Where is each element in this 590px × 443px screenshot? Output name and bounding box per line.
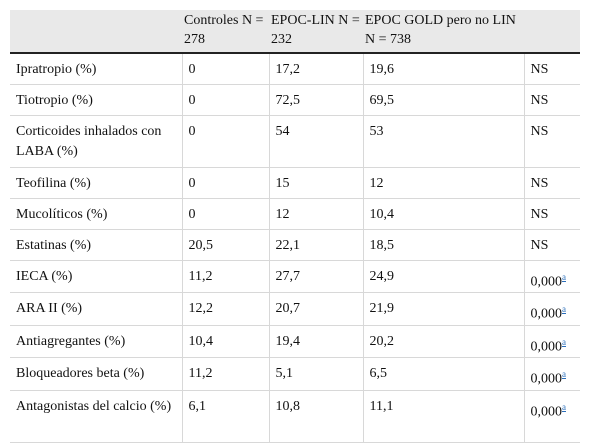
p-value-text: NS: [530, 123, 549, 139]
p-value-text: 0,000: [530, 339, 563, 355]
cell-epoc-lin: 5,1: [269, 357, 364, 392]
cell-p-value: NS: [524, 229, 580, 261]
cell-epoc-lin: 19,4: [269, 325, 364, 359]
p-value-text: 0,000: [530, 404, 563, 420]
table-row: Bloqueadores beta (%) 11,2 5,1 6,5 0,000a: [10, 357, 580, 392]
table-row: Antagonistas del calcio (%) 6,1 10,8 11,1 0,…: [10, 390, 580, 443]
cell-p-value: 0,000a: [524, 325, 580, 359]
cell-epoc-gold: 20,2: [363, 325, 525, 359]
cell-controles: 0: [182, 167, 270, 199]
cell-epoc-gold: 18,5: [363, 229, 525, 261]
p-value-text: 0,000: [530, 306, 563, 322]
p-value-text: NS: [530, 92, 549, 108]
row-label: Ipratropio (%): [10, 53, 183, 85]
cell-epoc-lin: 17,2: [269, 53, 364, 85]
cell-epoc-lin: 10,8: [269, 390, 364, 443]
cell-epoc-gold: 53: [363, 115, 525, 168]
cell-p-value: NS: [524, 53, 580, 85]
p-value-text: NS: [530, 175, 549, 191]
cell-epoc-gold: 69,5: [363, 84, 525, 116]
row-label: Teofilina (%): [10, 167, 183, 199]
footnote-link[interactable]: a: [562, 271, 566, 282]
cell-controles: 12,2: [182, 292, 270, 326]
table-row: Ipratropio (%) 0 17,2 19,6 NS: [10, 53, 580, 85]
cell-p-value: 0,000a: [524, 357, 580, 392]
cell-p-value: NS: [524, 84, 580, 116]
cell-controles: 0: [182, 198, 270, 230]
table-body: Ipratropio (%) 0 17,2 19,6 NS Tiotropio (%) 0 7…: [10, 53, 580, 443]
cell-epoc-gold: 21,9: [363, 292, 525, 326]
header-p: [524, 10, 580, 53]
cell-epoc-gold: 11,1: [363, 390, 525, 443]
cell-p-value: NS: [524, 198, 580, 230]
cell-epoc-gold: 12: [363, 167, 525, 199]
cell-epoc-lin: 27,7: [269, 260, 364, 294]
cell-p-value: 0,000a: [524, 260, 580, 294]
cell-epoc-lin: 20,7: [269, 292, 364, 326]
table-row: IECA (%) 11,2 27,7 24,9 0,000a: [10, 260, 580, 294]
cell-controles: 0: [182, 84, 270, 116]
medication-table: Controles N = 278 EPOC-LIN N = 232 EPOC …: [10, 10, 580, 443]
cell-epoc-gold: 19,6: [363, 53, 525, 85]
p-value-text: NS: [530, 237, 549, 253]
footnote-link[interactable]: a: [562, 369, 566, 380]
row-label: Bloqueadores beta (%): [10, 357, 183, 392]
cell-controles: 10,4: [182, 325, 270, 359]
row-label: Mucolíticos (%): [10, 198, 183, 230]
header-epoc-lin: EPOC-LIN N = 232: [269, 10, 363, 53]
cell-controles: 11,2: [182, 357, 270, 392]
cell-epoc-gold: 6,5: [363, 357, 525, 392]
row-label: ARA II (%): [10, 292, 183, 326]
cell-controles: 6,1: [182, 390, 270, 443]
table-header-row: Controles N = 278 EPOC-LIN N = 232 EPOC …: [10, 10, 580, 53]
cell-p-value: NS: [524, 115, 580, 168]
table-row: Antiagregantes (%) 10,4 19,4 20,2 0,000a: [10, 325, 580, 359]
cell-epoc-lin: 22,1: [269, 229, 364, 261]
row-label: Estatinas (%): [10, 229, 183, 261]
header-empty: [10, 10, 182, 53]
p-value-text: 0,000: [530, 274, 563, 290]
row-label: Antiagregantes (%): [10, 325, 183, 359]
cell-epoc-lin: 15: [269, 167, 364, 199]
row-label: IECA (%): [10, 260, 183, 294]
table-row: Mucolíticos (%) 0 12 10,4 NS: [10, 198, 580, 230]
cell-p-value: 0,000a: [524, 390, 580, 443]
table-row: ARA II (%) 12,2 20,7 21,9 0,000a: [10, 292, 580, 326]
header-controles: Controles N = 278: [182, 10, 269, 53]
table-row: Tiotropio (%) 0 72,5 69,5 NS: [10, 84, 580, 116]
cell-controles: 0: [182, 53, 270, 85]
cell-p-value: NS: [524, 167, 580, 199]
p-value-text: NS: [530, 206, 549, 222]
cell-epoc-lin: 54: [269, 115, 364, 168]
data-table-container: Controles N = 278 EPOC-LIN N = 232 EPOC …: [10, 10, 580, 443]
cell-p-value: 0,000a: [524, 292, 580, 326]
row-label: Tiotropio (%): [10, 84, 183, 116]
cell-controles: 20,5: [182, 229, 270, 261]
cell-controles: 11,2: [182, 260, 270, 294]
footnote-link[interactable]: a: [562, 304, 566, 315]
footnote-link[interactable]: a: [562, 336, 566, 347]
p-value-text: 0,000: [530, 372, 563, 388]
cell-epoc-gold: 10,4: [363, 198, 525, 230]
cell-controles: 0: [182, 115, 270, 168]
cell-epoc-lin: 72,5: [269, 84, 364, 116]
cell-epoc-lin: 12: [269, 198, 364, 230]
table-row: Teofilina (%) 0 15 12 NS: [10, 167, 580, 199]
cell-epoc-gold: 24,9: [363, 260, 525, 294]
table-row: Corticoides inhalados con LABA (%) 0 54 53 N…: [10, 115, 580, 168]
footnote-link[interactable]: a: [562, 402, 566, 413]
p-value-text: NS: [530, 62, 549, 77]
header-epoc-gold: EPOC GOLD pero no LIN N = 738: [363, 10, 524, 53]
row-label: Corticoides inhalados con LABA (%): [10, 115, 183, 168]
row-label: Antagonistas del calcio (%): [10, 390, 183, 443]
table-row: Estatinas (%) 20,5 22,1 18,5 NS: [10, 229, 580, 261]
